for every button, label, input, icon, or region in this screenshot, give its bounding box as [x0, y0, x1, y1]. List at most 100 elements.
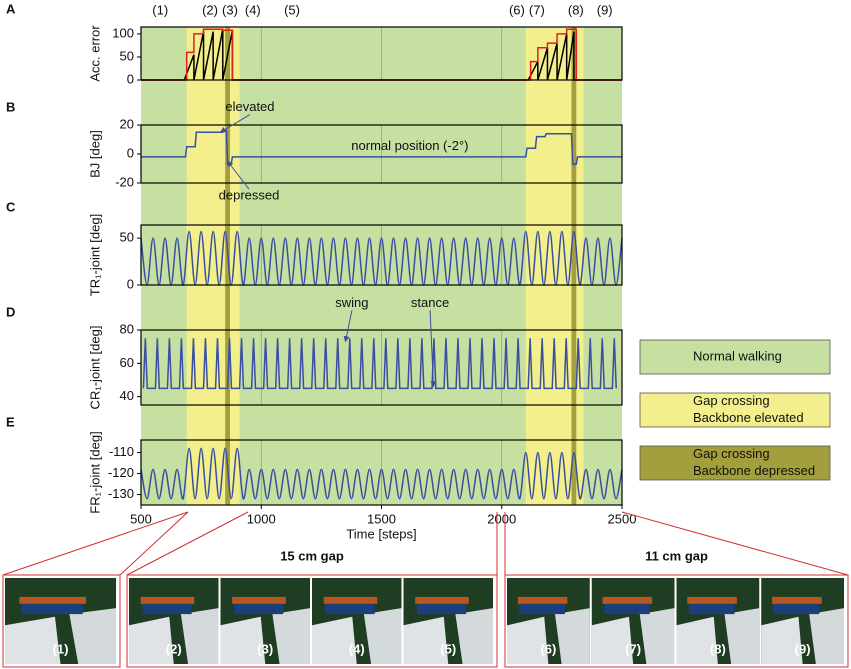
snapshot-robot — [519, 603, 565, 615]
snapshot-label: (3) — [257, 641, 273, 656]
x-tick-label: 2000 — [487, 511, 516, 526]
y-tick-label: 0 — [127, 276, 134, 291]
snapshot-label: (2) — [166, 641, 182, 656]
plot-frame — [140, 124, 623, 184]
phase-label: (4) — [245, 2, 261, 17]
y-tick-label: 60 — [120, 355, 134, 370]
plot-frame — [140, 439, 623, 506]
y-tick-label: -20 — [115, 174, 134, 189]
legend-label: Normal walking — [693, 348, 782, 363]
plot-frame — [140, 329, 623, 406]
snapshot-floor — [455, 608, 493, 664]
snapshot-group-title: 11 cm gap — [645, 548, 708, 563]
y-axis-label: FR₁-joint [deg] — [87, 431, 102, 513]
snapshot-robot — [325, 603, 375, 615]
phase-region — [225, 27, 230, 505]
annotation: depressed — [219, 187, 280, 202]
snapshot-robot — [688, 603, 735, 615]
phase-label: (5) — [284, 2, 300, 17]
snapshot-robot-legs — [772, 596, 822, 604]
connectors — [2, 511, 849, 576]
y-tick-label: 20 — [120, 116, 134, 131]
data-line — [140, 447, 623, 500]
snapshot-robot-legs — [19, 596, 87, 604]
legend-label: Backbone depressed — [693, 463, 815, 478]
snapshot-label: (9) — [795, 641, 811, 656]
snapshot-floor — [639, 608, 675, 664]
legend-label: Backbone elevated — [693, 410, 804, 425]
snapshot-floor — [5, 616, 61, 664]
panel-letter: B — [6, 99, 15, 114]
legend-swatch — [639, 339, 831, 375]
snapshot-label: (1) — [53, 641, 69, 656]
snapshot-label: (5) — [440, 641, 456, 656]
x-tick-label: 1500 — [367, 511, 396, 526]
y-tick-label: 40 — [120, 388, 134, 403]
snapshot-robot — [21, 603, 83, 615]
y-tick-label: 0 — [127, 145, 134, 160]
plot-frame — [140, 26, 623, 81]
panel-letter: A — [6, 1, 16, 16]
annotation-arrow — [227, 160, 250, 190]
data-line — [141, 28, 622, 81]
annotation-arrow — [343, 310, 353, 343]
snapshot-robot — [142, 603, 192, 615]
snapshot-robot — [604, 603, 650, 615]
snapshot-floor — [591, 616, 634, 664]
snapshot-floor — [554, 608, 590, 664]
phase-label: (9) — [597, 2, 613, 17]
data-line — [141, 130, 622, 165]
y-tick-label: -120 — [108, 465, 134, 480]
snapshot-label: (8) — [710, 641, 726, 656]
phase-region — [186, 27, 240, 505]
annotation: normal position (-2°) — [351, 138, 468, 153]
y-tick-label: 50 — [120, 230, 134, 245]
annotation: swing — [335, 295, 368, 310]
x-axis-label: Time [steps] — [346, 526, 416, 541]
legend-swatch — [639, 392, 831, 428]
phase-region — [571, 27, 577, 505]
snapshot-floor — [363, 608, 402, 664]
data-line — [140, 230, 623, 286]
y-tick-label: 80 — [120, 321, 134, 336]
y-tick-label: 0 — [127, 71, 134, 86]
snapshot-floor — [129, 616, 174, 664]
phase-label: (2) — [202, 2, 218, 17]
snapshot-floor — [272, 608, 310, 664]
snapshot-robot-legs — [232, 596, 286, 604]
panel-letter: D — [6, 304, 15, 319]
x-tick-label: 2500 — [608, 511, 637, 526]
snapshot-robot-legs — [415, 596, 469, 604]
y-axis-label: Acc. error — [87, 25, 102, 82]
y-axis-label: TR₁-joint [deg] — [87, 214, 102, 296]
annotation-arrow — [219, 114, 251, 133]
snapshot-robot-legs — [517, 596, 568, 604]
x-tick-label: 500 — [130, 511, 152, 526]
annotation: elevated — [225, 99, 274, 114]
snapshot-floor — [676, 616, 718, 664]
snapshot-group-title: 15 cm gap — [280, 548, 344, 563]
phase-label: (3) — [222, 2, 238, 17]
snapshot-robot — [416, 603, 467, 615]
snapshot-floor — [761, 616, 803, 664]
panel-letter: E — [6, 414, 15, 429]
snapshot-label: (4) — [349, 641, 365, 656]
y-tick-label: 100 — [112, 25, 134, 40]
snapshot-robot — [233, 603, 284, 615]
snapshot-robot-legs — [140, 596, 195, 604]
snapshot-floor — [724, 608, 760, 664]
snapshot-floor — [180, 608, 219, 664]
snapshot-floor — [220, 616, 266, 664]
snapshot-floor — [809, 608, 844, 664]
snapshot-robot-legs — [602, 596, 653, 604]
phase-label: (8) — [568, 2, 584, 17]
snapshot-floor — [312, 616, 357, 664]
y-axis-label: BJ [deg] — [87, 130, 102, 178]
y-tick-label: -130 — [108, 486, 134, 501]
legend-label: Gap crossing — [693, 393, 770, 408]
annotation: stance — [411, 295, 449, 310]
phase-label: (6) — [509, 2, 525, 17]
snapshot-robot — [773, 603, 820, 615]
snapshot-floor — [69, 608, 116, 664]
